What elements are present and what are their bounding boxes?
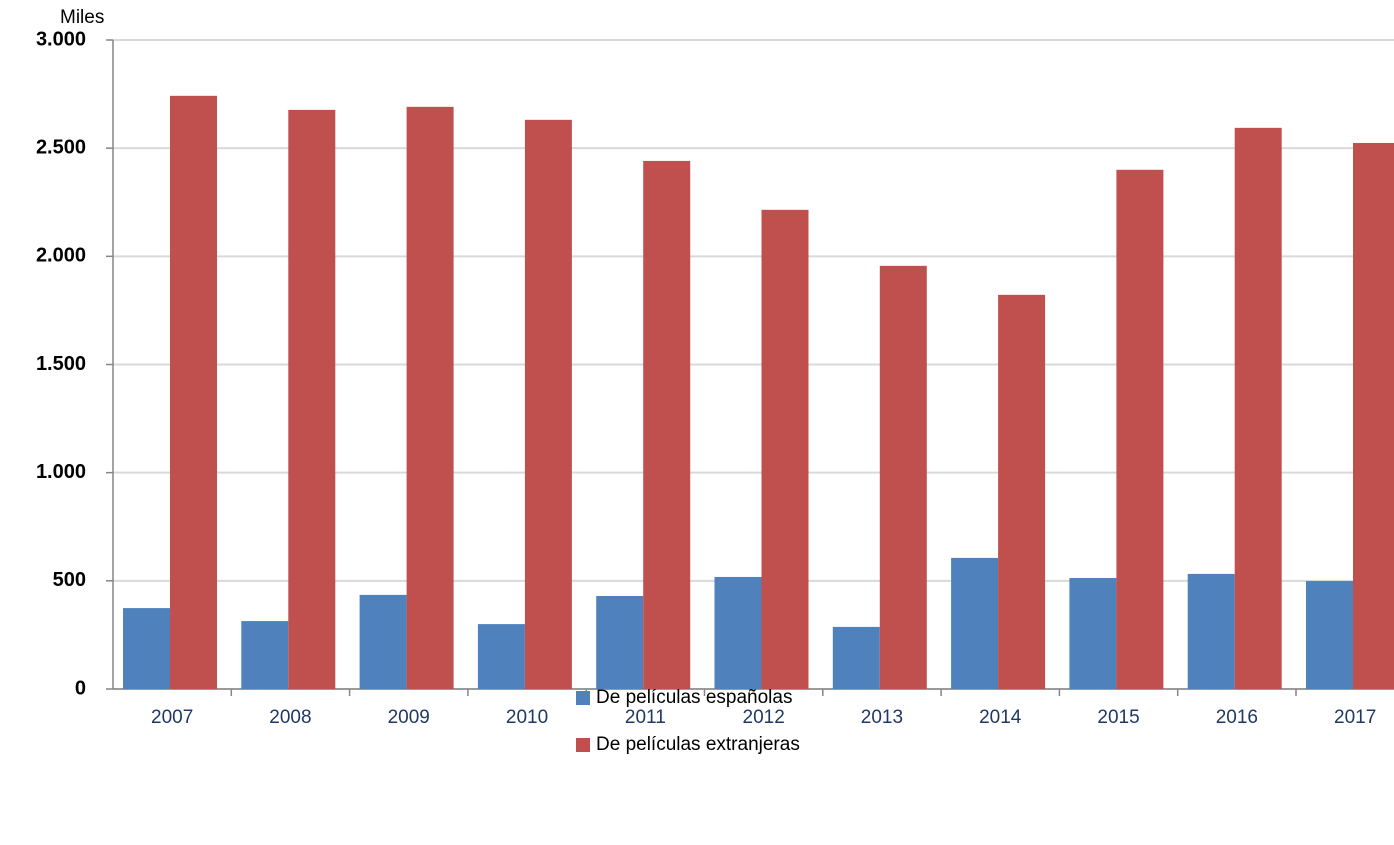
bar [477,624,525,689]
y-tick-label: 1.500 [36,353,86,375]
y-axis-unit: Miles [60,7,104,28]
bar [1069,578,1117,689]
bar [288,109,336,689]
bar [714,576,762,689]
bar [359,594,407,689]
bar [241,621,289,689]
bar [1353,142,1394,689]
x-tick-label: 2014 [979,707,1022,728]
x-tick-label: 2008 [269,707,311,728]
legend-swatch [576,738,590,752]
y-tick-label: 2.500 [36,136,86,158]
bar [524,119,572,689]
bar [951,557,999,689]
bar [596,595,644,689]
x-tick-label: 2017 [1334,707,1376,728]
y-tick-label: 2.000 [36,245,86,267]
bar [406,106,454,690]
x-tick-label: 2013 [861,707,903,728]
x-tick-label: 2009 [388,707,430,728]
x-tick-label: 2016 [1216,707,1258,728]
x-tick-label: 2015 [1097,707,1139,728]
x-tick-label: 2011 [625,707,666,728]
x-tick-label: 2012 [743,707,785,728]
legend-label: De películas extranjeras [596,734,800,755]
x-tick-label: 2007 [151,707,193,728]
legend-swatch [576,691,590,705]
bar [761,209,809,690]
y-tick-label: 500 [53,569,86,591]
bar [123,608,170,689]
bar [1116,169,1164,690]
bar [832,626,880,689]
bar [1187,573,1235,689]
bar [998,294,1046,689]
y-tick-label: 1.000 [36,461,86,483]
x-tick-label: 2010 [506,707,548,728]
bar [879,265,927,689]
y-tick-label: 0 [75,677,86,699]
bar [643,160,691,690]
bar [170,95,217,689]
y-tick-label: 3.000 [36,28,86,50]
bar [1234,127,1282,689]
legend-label: De películas españolas [596,687,792,708]
bar [1306,581,1353,689]
